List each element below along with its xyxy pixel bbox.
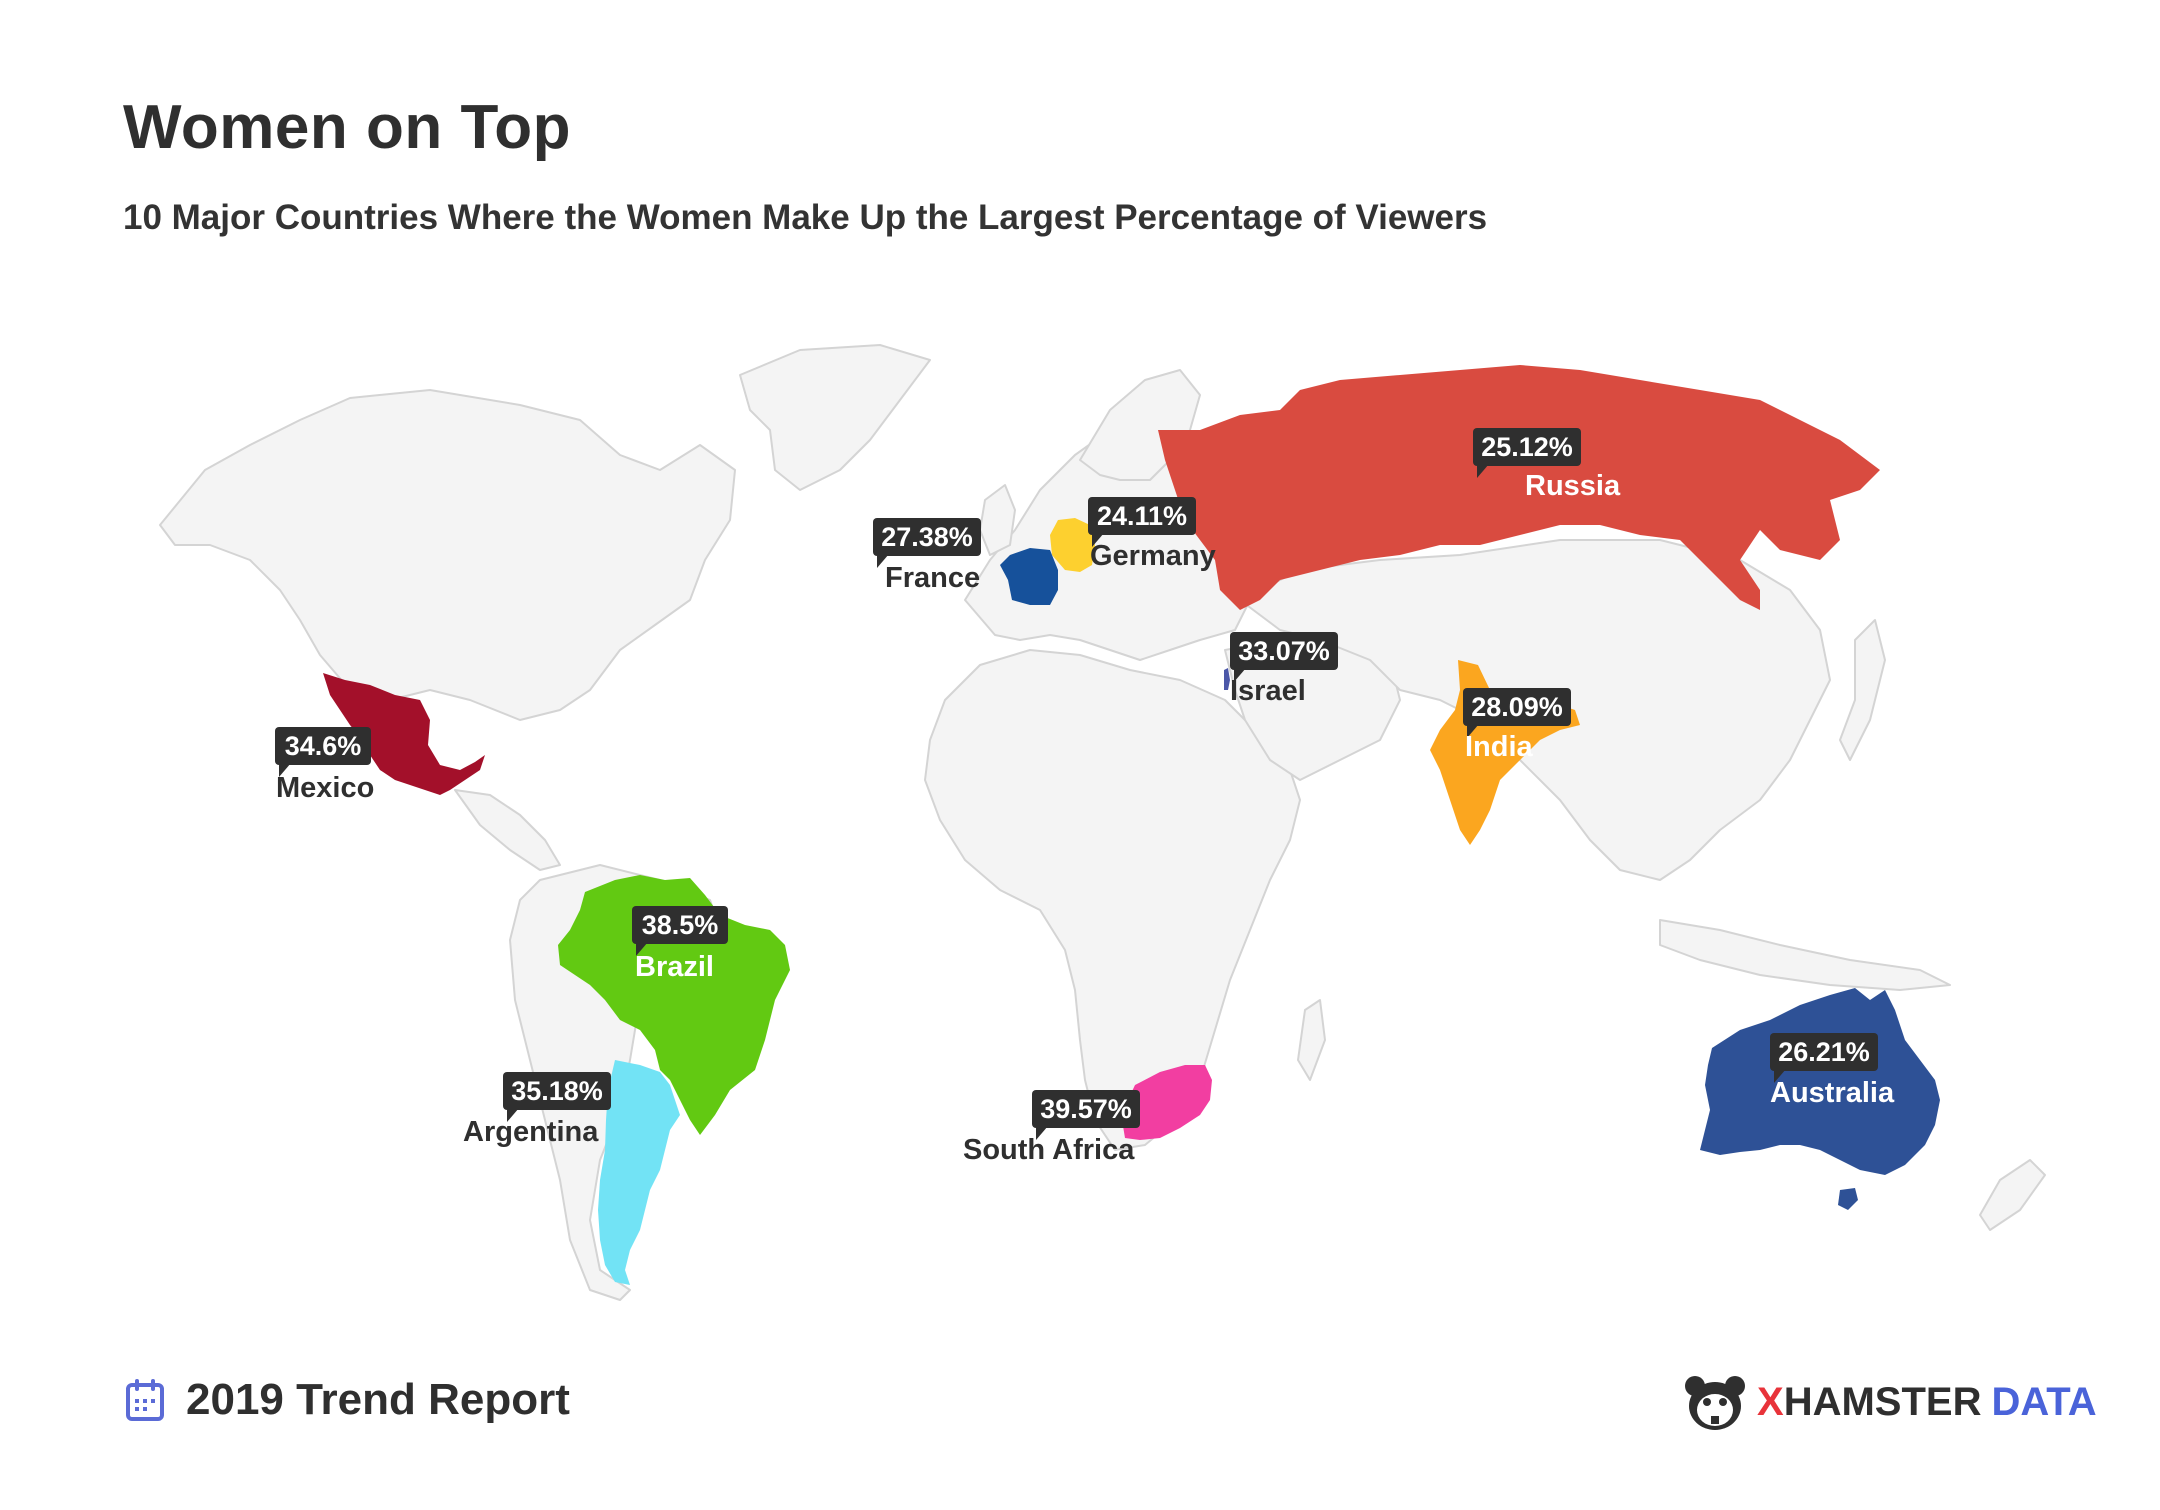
value-text: 34.6% bbox=[285, 731, 362, 761]
value-badge bbox=[1463, 688, 1571, 726]
country-south-africa bbox=[1122, 1065, 1212, 1140]
value-badge-tail bbox=[636, 942, 648, 956]
land-central-america bbox=[454, 789, 561, 871]
value-badge bbox=[1770, 1033, 1878, 1071]
land-indonesia bbox=[1659, 919, 1951, 991]
country-name: Germany bbox=[1090, 540, 1216, 572]
label-israel: 33.07% Israel bbox=[1230, 632, 1338, 707]
label-australia: 26.21% Australia bbox=[1770, 1033, 1895, 1109]
page-title: Women on Top bbox=[123, 93, 571, 162]
value-badge-tail bbox=[877, 554, 889, 568]
value-badge-tail bbox=[1036, 1126, 1048, 1140]
country-brazil bbox=[558, 875, 790, 1135]
value-badge bbox=[1088, 497, 1196, 535]
label-russia: 25.12% Russia bbox=[1473, 428, 1621, 502]
value-badge bbox=[275, 727, 371, 765]
value-badge bbox=[873, 518, 981, 556]
label-germany: 24.11% Germany bbox=[1088, 497, 1216, 572]
land-africa bbox=[924, 649, 1301, 1151]
label-argentina: 35.18% Argentina bbox=[463, 1072, 611, 1148]
value-text: 25.12% bbox=[1481, 432, 1573, 462]
country-name: Brazil bbox=[635, 951, 714, 983]
country-mexico bbox=[323, 673, 485, 795]
land-uk bbox=[979, 484, 1016, 556]
hamster-logo-icon bbox=[1685, 1376, 1745, 1430]
label-south-africa: 39.57% South Africa bbox=[963, 1090, 1140, 1166]
page-subtitle: 10 Major Countries Where the Women Make … bbox=[123, 198, 1488, 237]
report-footer: 2019 Trend Report bbox=[126, 1375, 570, 1425]
value-text: 39.57% bbox=[1040, 1094, 1132, 1124]
country-australia-tasmania bbox=[1838, 1188, 1858, 1210]
land-japan bbox=[1839, 619, 1886, 761]
value-badge-tail bbox=[507, 1108, 519, 1122]
value-badge bbox=[1230, 632, 1338, 670]
value-badge-tail bbox=[1774, 1069, 1786, 1083]
land-new-zealand bbox=[1979, 1159, 2046, 1231]
country-israel bbox=[1224, 668, 1230, 690]
country-name: India bbox=[1465, 731, 1534, 763]
value-badge-tail bbox=[1234, 668, 1246, 682]
report-label: 2019 Trend Report bbox=[186, 1375, 570, 1424]
value-badge-tail bbox=[1467, 724, 1479, 738]
brand-hamster: HAMSTER bbox=[1783, 1379, 1982, 1424]
value-text: 33.07% bbox=[1238, 636, 1330, 666]
value-badge bbox=[632, 906, 728, 944]
country-germany bbox=[1050, 518, 1095, 572]
value-text: 26.21% bbox=[1778, 1037, 1870, 1067]
country-name: Australia bbox=[1770, 1077, 1895, 1109]
label-mexico: 34.6% Mexico bbox=[275, 727, 374, 804]
value-text: 27.38% bbox=[881, 522, 973, 552]
label-france: 27.38% France bbox=[873, 518, 981, 594]
value-text: 24.11% bbox=[1097, 501, 1187, 531]
country-name: France bbox=[885, 562, 980, 594]
brand-x: X bbox=[1757, 1379, 1784, 1424]
value-badge bbox=[1473, 428, 1581, 466]
calendar-icon bbox=[126, 1379, 164, 1421]
country-name: Mexico bbox=[276, 772, 374, 804]
value-badge-tail bbox=[1092, 533, 1104, 547]
value-text: 28.09% bbox=[1471, 692, 1563, 722]
value-badge-tail bbox=[1477, 464, 1489, 478]
country-argentina bbox=[598, 1060, 680, 1285]
country-russia bbox=[1158, 365, 1880, 610]
land-greenland bbox=[739, 344, 931, 491]
country-labels: 25.12% Russia 24.11% Germany 27.38% France 33.… bbox=[275, 428, 1895, 1166]
country-name: Israel bbox=[1230, 675, 1306, 707]
land-north-america bbox=[159, 389, 736, 721]
country-australia bbox=[1700, 988, 1940, 1175]
value-badge bbox=[503, 1072, 611, 1110]
value-text: 35.18% bbox=[511, 1076, 603, 1106]
country-name: Argentina bbox=[463, 1116, 599, 1148]
country-name: Russia bbox=[1525, 470, 1621, 502]
country-name: South Africa bbox=[963, 1134, 1135, 1166]
label-brazil: 38.5% Brazil bbox=[632, 906, 728, 983]
brand-data: DATA bbox=[1991, 1379, 2097, 1424]
country-france bbox=[1000, 548, 1058, 605]
value-badge bbox=[1032, 1090, 1140, 1128]
value-text: 38.5% bbox=[642, 910, 719, 940]
value-badge-tail bbox=[279, 763, 291, 777]
brand-logo: X HAMSTER DATA bbox=[1683, 1372, 2097, 1432]
land-madagascar bbox=[1297, 999, 1326, 1081]
label-india: 28.09% India bbox=[1463, 688, 1571, 763]
